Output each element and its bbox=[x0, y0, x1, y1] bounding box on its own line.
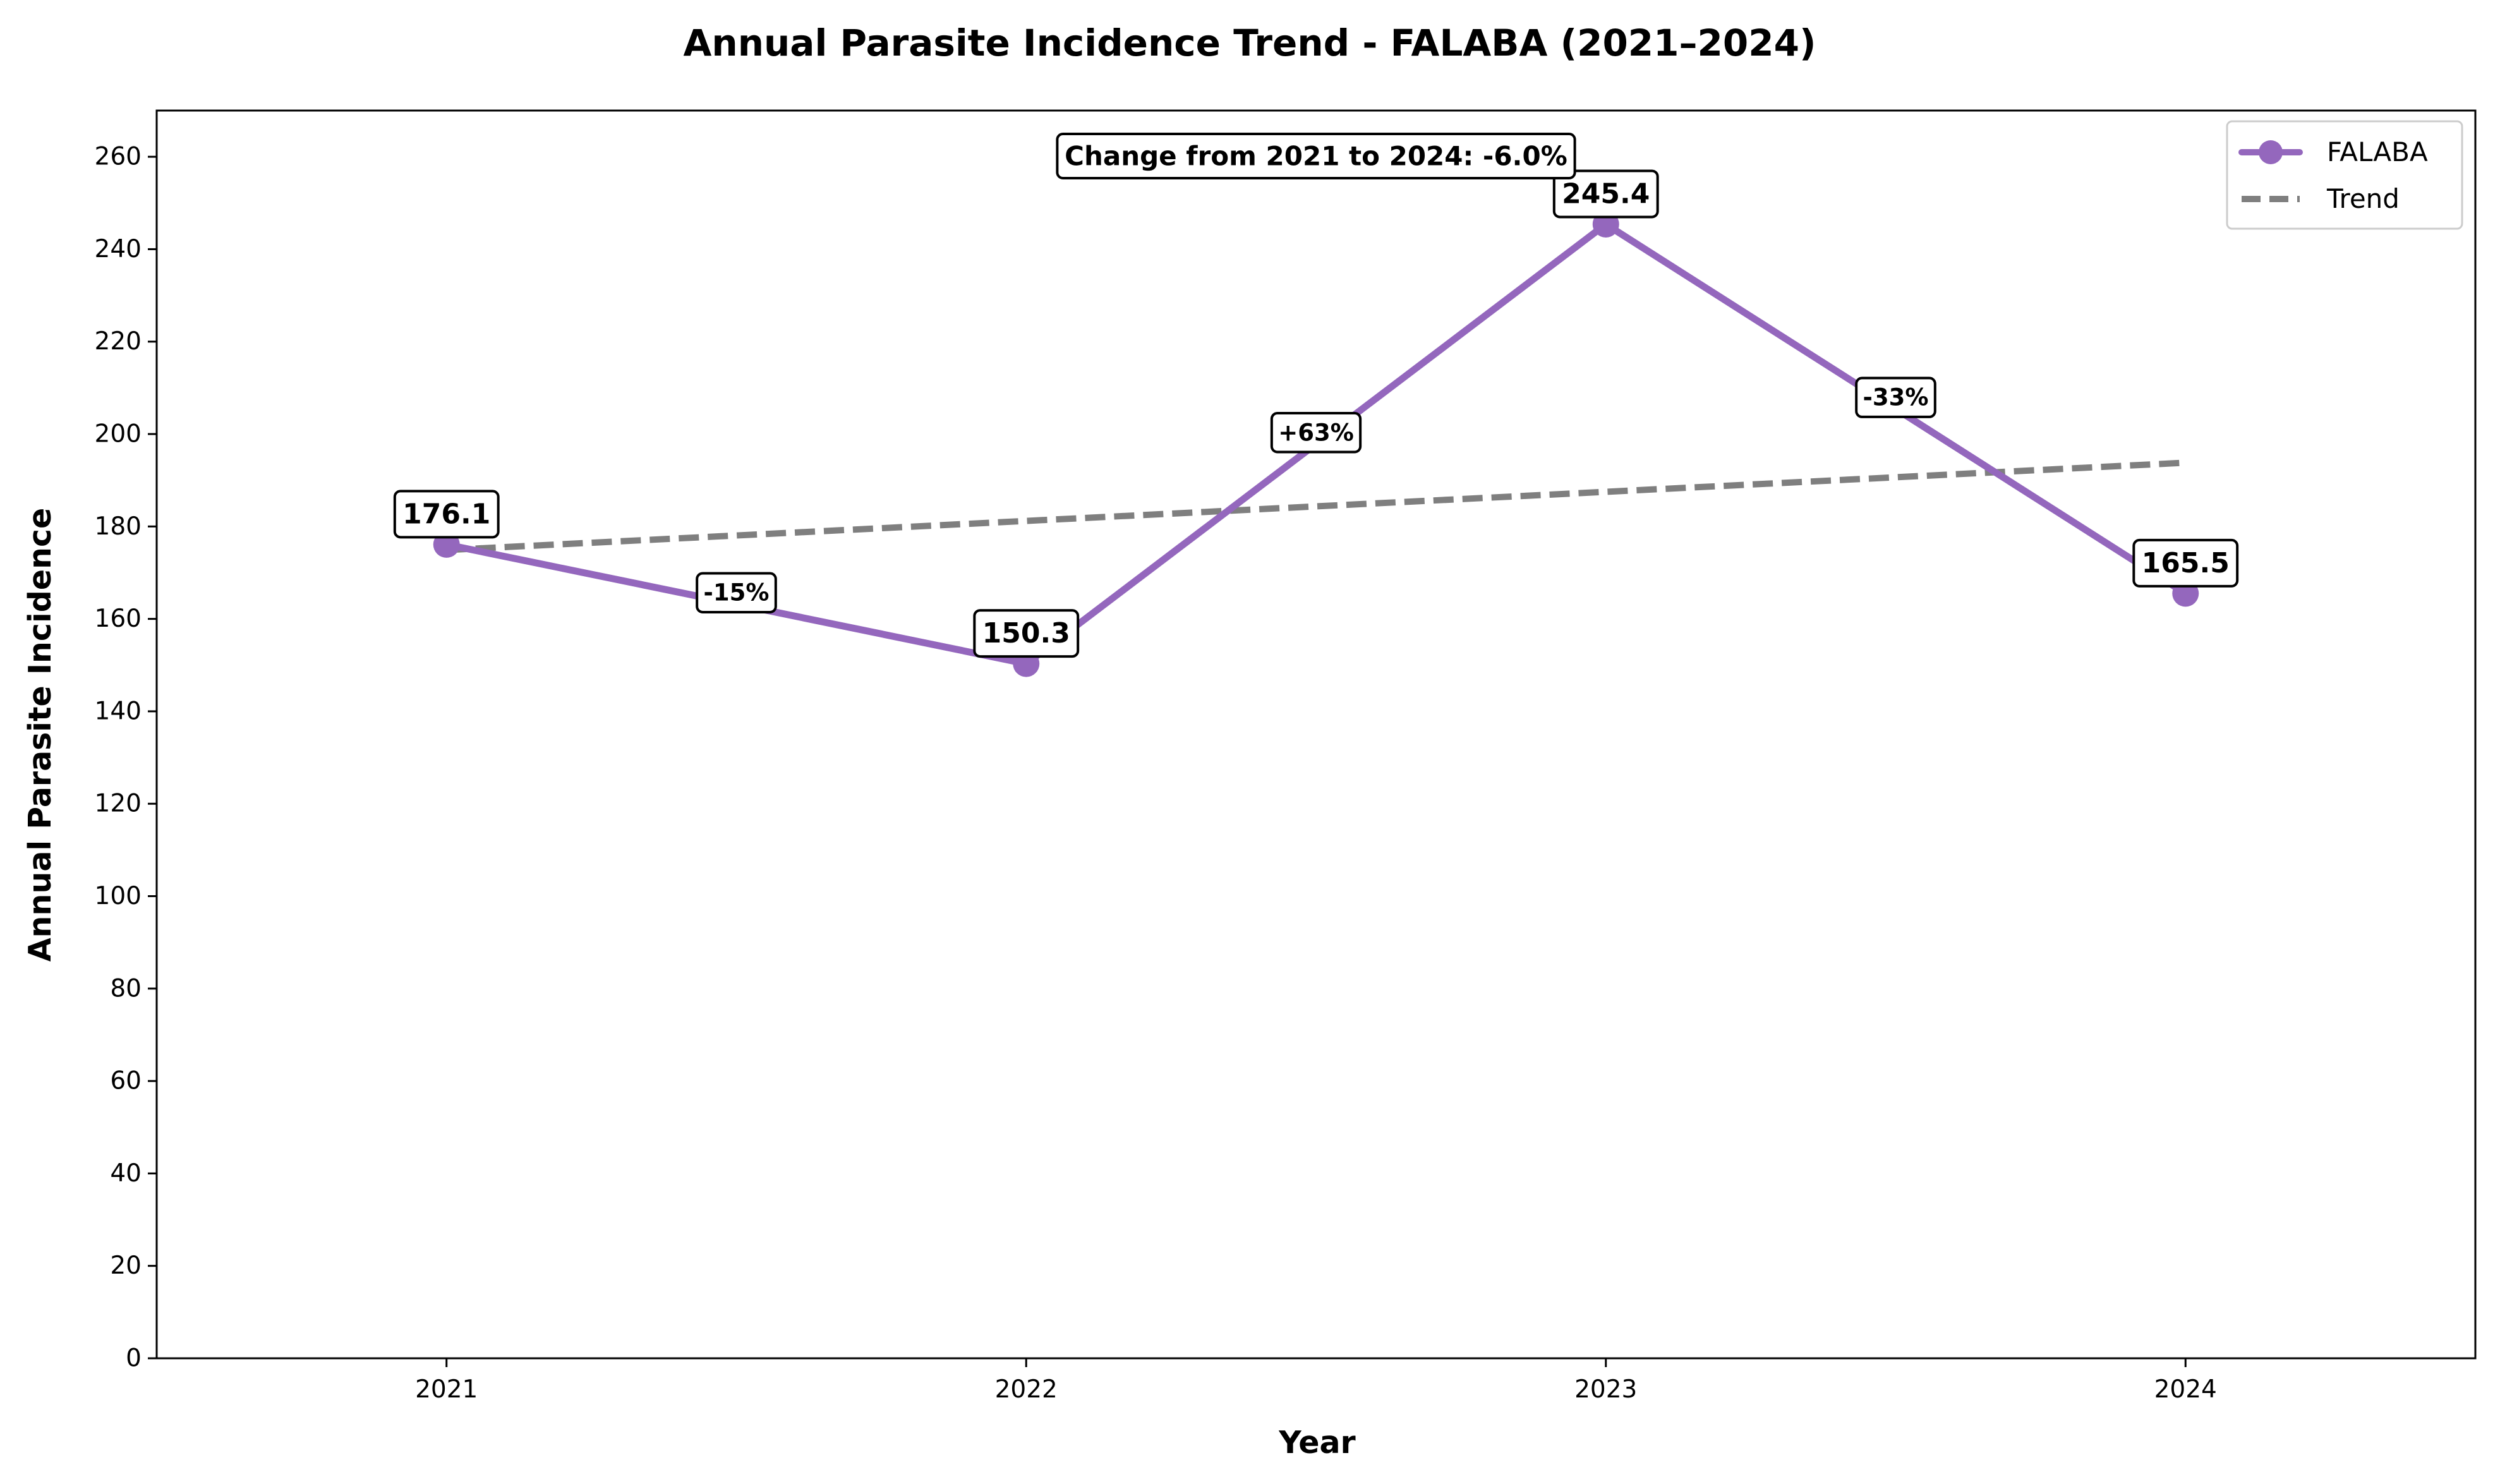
segment-change-label-box bbox=[696, 572, 777, 613]
value-label: 245.4 bbox=[1562, 178, 1650, 210]
legend-falaba-label: FALABA bbox=[2327, 136, 2428, 167]
y-tick-label: 100 bbox=[95, 882, 142, 910]
x-tick-label: 2024 bbox=[2154, 1375, 2217, 1404]
segment-change-label: -33% bbox=[1863, 384, 1929, 411]
legend-falaba-marker bbox=[2259, 140, 2283, 164]
y-tick-label: 260 bbox=[95, 143, 142, 171]
segment-change-label-box bbox=[1270, 412, 1362, 454]
y-tick-label: 240 bbox=[95, 235, 142, 263]
plot-frame bbox=[155, 109, 2477, 1360]
segment-change-label: +63% bbox=[1278, 419, 1354, 446]
x-tick-label: 2022 bbox=[995, 1375, 1058, 1404]
x-tick-label: 2023 bbox=[1574, 1375, 1637, 1404]
value-label: 176.1 bbox=[402, 498, 490, 530]
value-label-box bbox=[1552, 169, 1659, 219]
plot-area: 0 20 40 60 80 100 120 140 160 180 200 220 240 260 2021… bbox=[95, 109, 2477, 1404]
y-tick-label: 0 bbox=[126, 1344, 142, 1373]
chart-title: Annual Parasite Incidence Trend - FALABA… bbox=[684, 21, 1816, 64]
x-axis-title: Year bbox=[1278, 1425, 1356, 1461]
y-tick-label: 220 bbox=[95, 327, 142, 356]
value-label-box bbox=[393, 490, 500, 539]
segment-change-label-box bbox=[1855, 377, 1936, 418]
y-tick-label: 180 bbox=[95, 512, 142, 541]
value-label: 165.5 bbox=[2142, 547, 2230, 579]
y-tick-label: 200 bbox=[95, 420, 142, 449]
y-axis-title: Annual Parasite Incidence bbox=[22, 508, 58, 962]
y-tick-label: 60 bbox=[110, 1067, 142, 1095]
y-tick-label: 40 bbox=[110, 1159, 142, 1188]
value-label: 150.3 bbox=[982, 617, 1070, 649]
y-tick-label: 140 bbox=[95, 697, 142, 725]
legend-trend-label: Trend bbox=[2326, 183, 2400, 214]
legend: FALABA Trend bbox=[2226, 120, 2463, 230]
value-label-box bbox=[973, 609, 1080, 658]
segment-change-label: -15% bbox=[704, 579, 770, 606]
y-tick-label: 20 bbox=[110, 1252, 142, 1280]
change-annotation: Change from 2021 to 2024: -6.0% bbox=[1065, 141, 1567, 172]
y-tick-label: 80 bbox=[110, 974, 142, 1003]
y-tick-label: 120 bbox=[95, 790, 142, 818]
x-tick-label: 2021 bbox=[415, 1375, 478, 1404]
change-annotation-box bbox=[1056, 133, 1576, 179]
value-label-box bbox=[2132, 538, 2239, 588]
y-tick-label: 160 bbox=[95, 605, 142, 633]
